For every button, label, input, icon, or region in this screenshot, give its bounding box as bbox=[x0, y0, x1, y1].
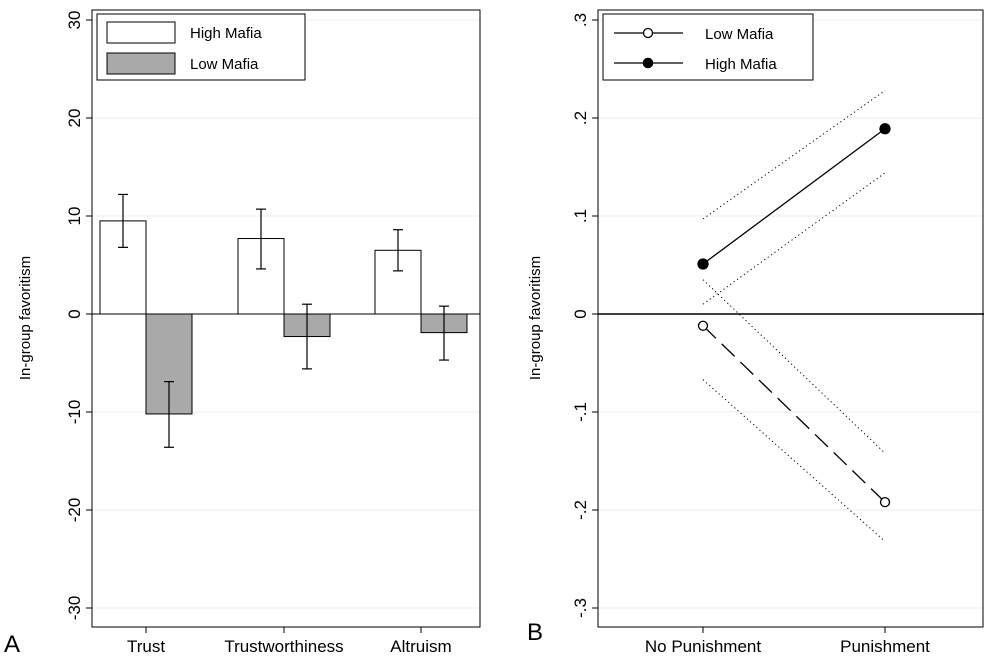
legend-swatch-high-mafia bbox=[106, 21, 176, 44]
panel-b-y-tick-label: .1 bbox=[571, 209, 590, 223]
panel-b-y-tick-label: -.1 bbox=[571, 402, 590, 422]
panel-a-bars bbox=[99, 220, 468, 415]
panel-a-x-tick-label: Trust bbox=[127, 637, 165, 656]
ci-upper-high-mafia bbox=[702, 90, 886, 220]
panel-a-y-tick-label: -10 bbox=[65, 400, 84, 425]
point-high-mafia bbox=[879, 123, 891, 135]
panel-b-y-tick-label: 0 bbox=[571, 309, 590, 318]
panel-a-y-tick-label: 30 bbox=[65, 11, 84, 30]
panel-a-y-tick-label: -20 bbox=[65, 498, 84, 523]
ci-lower-low-mafia bbox=[702, 379, 886, 542]
panel-a-x-tick-label: Trustworthiness bbox=[224, 637, 343, 656]
panel-b-series-lines bbox=[702, 128, 886, 503]
legend-marker-high-mafia bbox=[642, 57, 654, 69]
panel-b-points bbox=[697, 123, 891, 508]
legend-label-low-mafia-b: Low Mafia bbox=[705, 26, 774, 43]
panel-b-y-tick-label: .3 bbox=[571, 13, 590, 27]
panel-b-y-tick-label: -.3 bbox=[571, 598, 590, 618]
legend-swatch-low-mafia bbox=[106, 52, 176, 75]
panel-b-label: B bbox=[527, 619, 543, 646]
panel-b-legend-box bbox=[602, 13, 814, 81]
legend-label-low-mafia: Low Mafia bbox=[190, 56, 259, 73]
panel-a-y-tick-label: 0 bbox=[65, 309, 84, 318]
panel-b-plot-frame bbox=[597, 9, 984, 628]
panel-a-label: A bbox=[4, 631, 20, 658]
panel-b-x-ticks: No Punishment Punishment bbox=[645, 627, 930, 656]
series-line-low-mafia bbox=[702, 325, 886, 503]
panel-b-y-ticks: -.3 -.2 -.1 0 .1 .2 .3 bbox=[571, 13, 598, 618]
panel-a-y-tick-label: 10 bbox=[65, 207, 84, 226]
panel-a-y-tick-label: -30 bbox=[65, 596, 84, 621]
panel-b-y-tick-label: -.2 bbox=[571, 500, 590, 520]
panel-b: -.3 -.2 -.1 0 .1 .2 .3 No Punishment Punishment… bbox=[527, 9, 984, 656]
legend-label-high-mafia-b: High Mafia bbox=[705, 56, 777, 73]
panel-a-plot-frame bbox=[91, 9, 481, 628]
panel-a-y-tick-label: 20 bbox=[65, 109, 84, 128]
panel-b-x-tick-label: Punishment bbox=[840, 637, 930, 656]
panel-b-confidence-lines bbox=[702, 90, 886, 542]
panel-a-y-axis-label: In-group favoritism bbox=[17, 256, 34, 380]
panel-b-y-tick-label: .2 bbox=[571, 111, 590, 125]
series-line-high-mafia bbox=[702, 128, 886, 265]
panel-a-legend: High Mafia Low Mafia bbox=[96, 13, 306, 81]
panel-b-legend: Low Mafia High Mafia bbox=[602, 13, 814, 81]
point-low-mafia bbox=[879, 497, 891, 508]
ci-lower-high-mafia bbox=[702, 172, 886, 305]
point-high-mafia bbox=[697, 258, 709, 270]
panel-a: -30 -20 -10 0 10 20 30 Trust Trustworthiness Alt… bbox=[4, 9, 481, 658]
panel-a-error-bars bbox=[118, 193, 449, 448]
legend-label-high-mafia: High Mafia bbox=[190, 25, 262, 42]
legend-marker-low-mafia bbox=[642, 27, 654, 39]
ci-upper-low-mafia bbox=[702, 279, 886, 454]
point-low-mafia bbox=[697, 320, 709, 331]
panel-b-x-tick-label: No Punishment bbox=[645, 637, 762, 656]
panel-a-y-ticks: -30 -20 -10 0 10 20 30 bbox=[65, 11, 92, 621]
panel-a-x-ticks: Trust Trustworthiness Altruism bbox=[127, 627, 452, 656]
panel-a-x-tick-label: Altruism bbox=[390, 637, 451, 656]
panel-b-y-axis-label: In-group favoritism bbox=[527, 256, 544, 380]
